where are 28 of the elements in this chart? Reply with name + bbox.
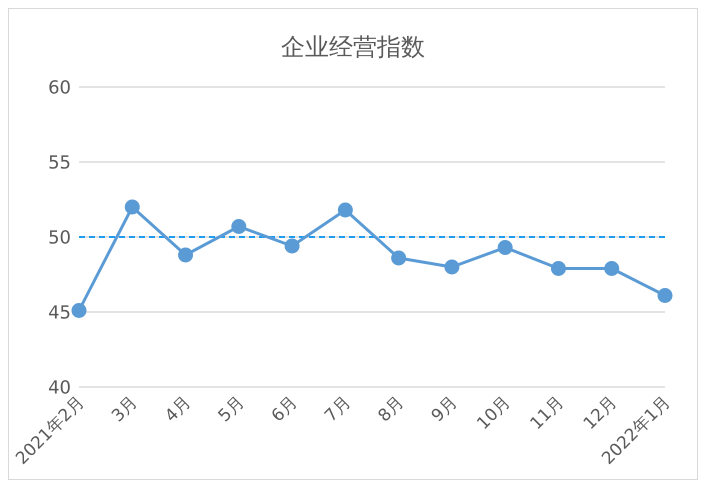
point [444,260,460,274]
x-tick-label: 12月 [580,392,622,434]
x-tick-label: 3月 [108,392,142,426]
y-tick-label: 55 [48,152,71,174]
y-tick-label: 45 [48,302,71,324]
point [658,288,672,303]
point [498,240,513,255]
chart-title: 企业经营指数 [280,32,426,63]
x-tick-label: 9月 [428,392,462,426]
point [284,238,300,254]
point [231,219,246,234]
x-tick-label: 8月 [374,392,408,426]
y-tick-label: 40 [48,377,71,398]
y-tick-label: 60 [48,77,71,98]
point [124,200,140,214]
point [550,261,566,276]
point [604,261,620,276]
point [391,250,406,266]
x-tick-label: 6月 [268,392,302,426]
point [178,248,194,262]
x-tick-label: 11月 [526,392,568,434]
point [72,303,86,318]
x-tick-label: 10月 [473,392,515,434]
y-tick-label: 50 [48,227,71,248]
x-tick-label: 7月 [321,392,355,426]
x-tick-label: 4月 [161,392,196,426]
point [338,202,353,218]
x-tick-label: 5月 [214,392,248,426]
